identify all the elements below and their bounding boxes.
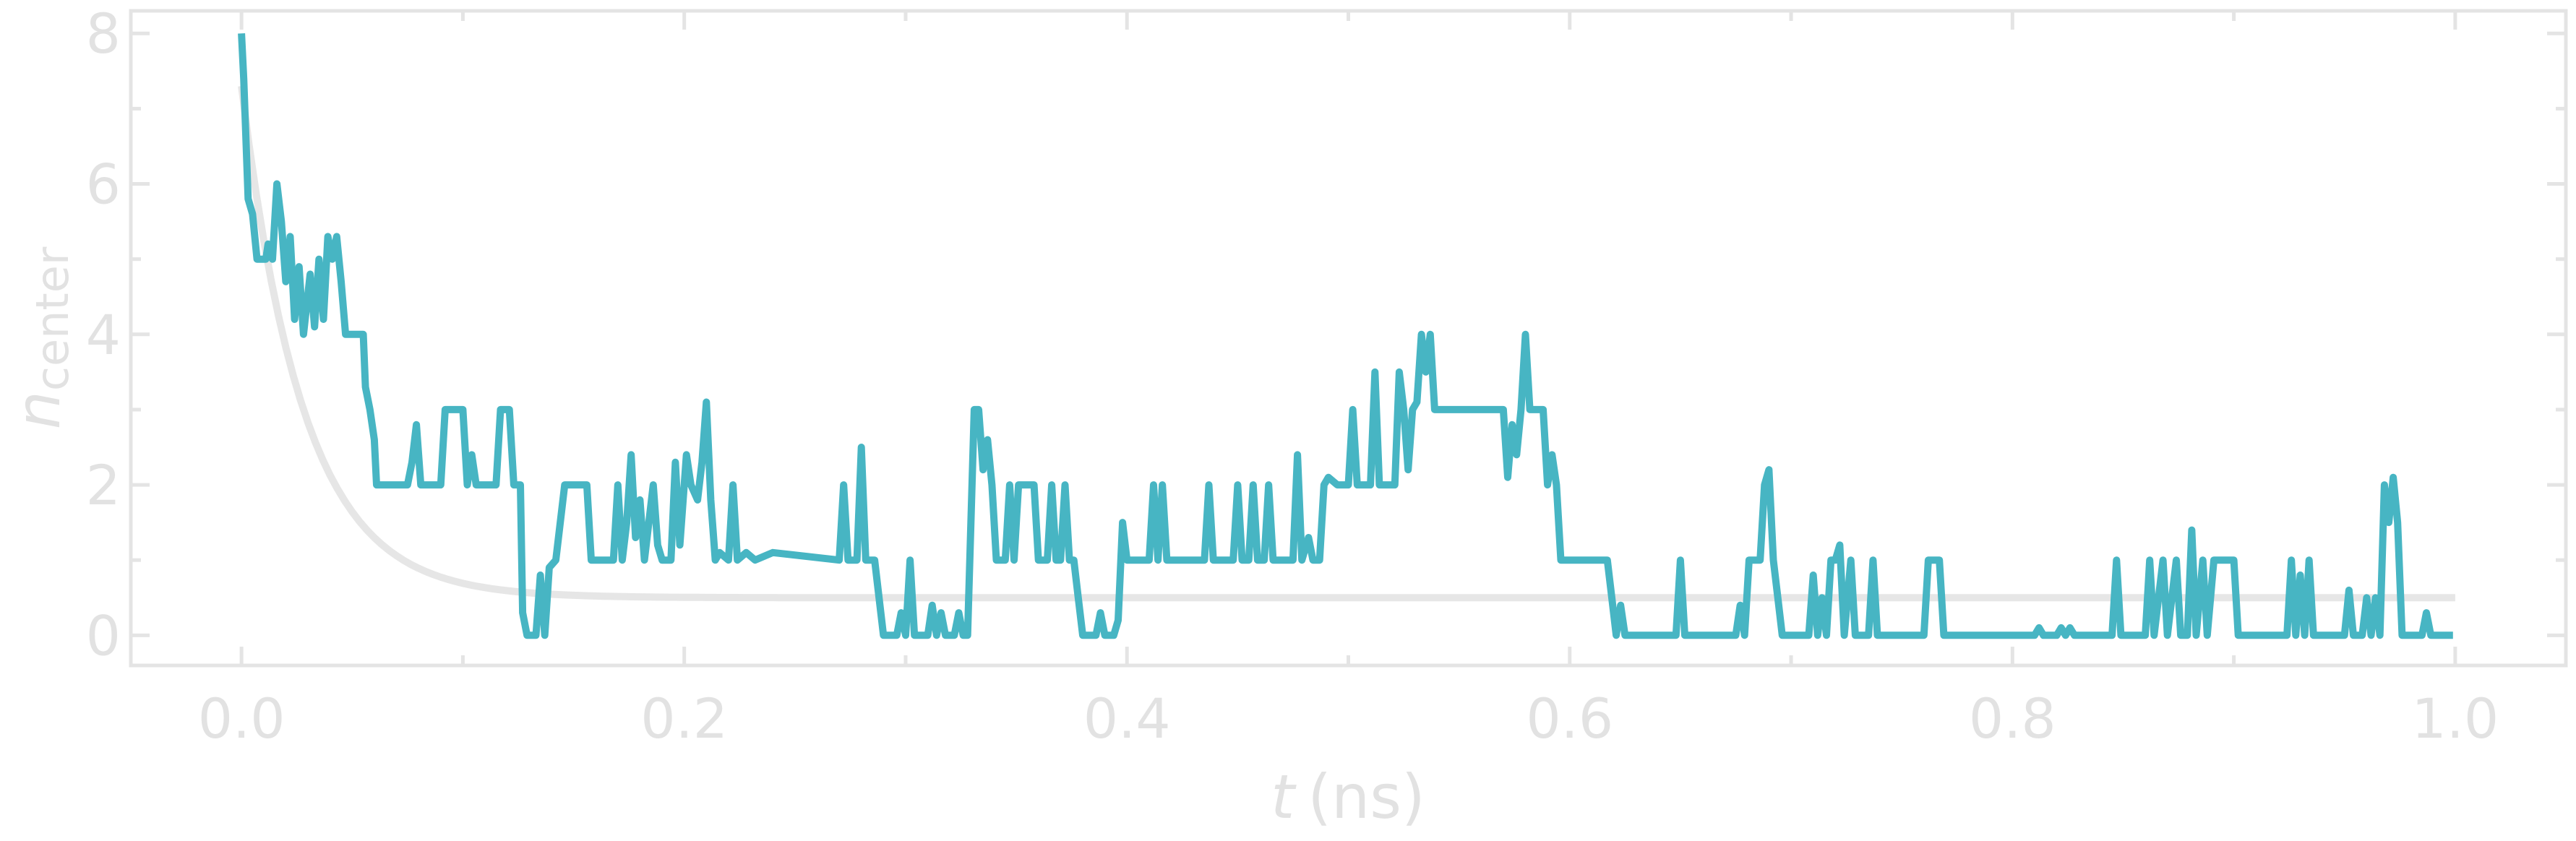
x-tick-label: 0.6 [1526, 686, 1613, 751]
trajectory-line [238, 33, 2453, 639]
y-tick-label: 6 [86, 152, 121, 217]
x-axis-label: t (ns) [1271, 762, 1425, 832]
x-tick-label: 0.8 [1969, 686, 2056, 751]
tick-labels: 0.0 0.2 0.4 0.6 0.8 1.0 0 2 4 6 8 [86, 1, 2499, 751]
x-axis-label-var: t [1271, 762, 1297, 832]
x-axis-label-unit: (ns) [1308, 762, 1425, 832]
y-tick-label: 0 [86, 603, 121, 668]
x-tick-label: 0.0 [198, 686, 285, 751]
tick-marks [131, 11, 2566, 665]
y-axis-label-var: n [3, 391, 74, 429]
y-axis-label: ncenter [3, 246, 79, 429]
x-tick-label: 0.4 [1083, 686, 1171, 751]
y-axis-label-sub: center [26, 246, 79, 391]
fit-curve [238, 85, 2455, 602]
y-tick-label: 4 [86, 303, 121, 367]
x-tick-label: 1.0 [2411, 686, 2499, 751]
x-tick-label: 0.2 [640, 686, 728, 751]
y-tick-label: 2 [86, 453, 121, 517]
y-tick-label: 8 [86, 1, 121, 66]
